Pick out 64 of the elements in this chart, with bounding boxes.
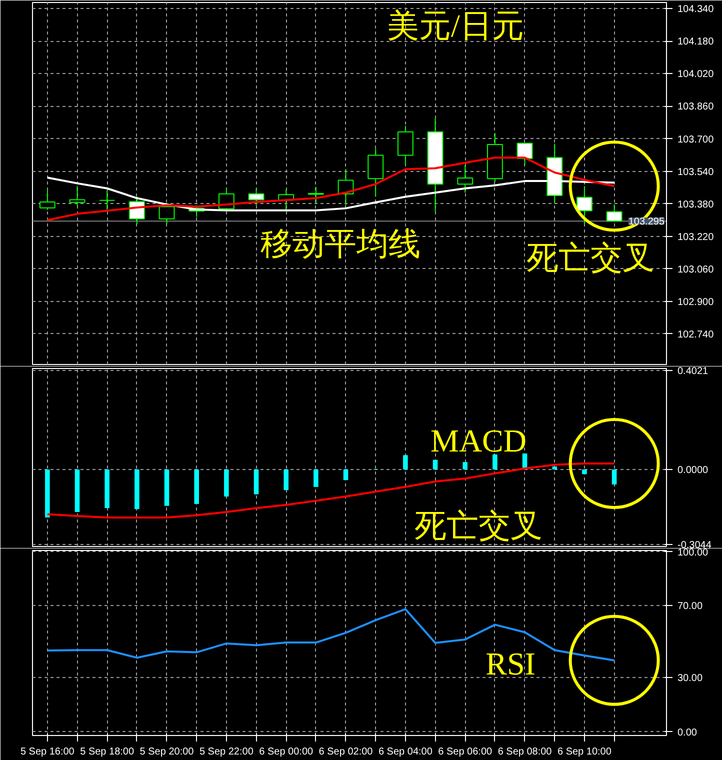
candlestick bbox=[158, 202, 175, 225]
y-tick-label: 104.180 bbox=[678, 36, 714, 48]
ref-line-label: 103.295 bbox=[628, 216, 665, 228]
candlestick bbox=[606, 204, 622, 222]
x-tick-label: 6 Sep 10:00 bbox=[557, 746, 612, 758]
bar bbox=[552, 466, 558, 470]
y-tick-label: 103.220 bbox=[678, 232, 714, 243]
x-tick-label: 5 Sep 18:00 bbox=[80, 746, 134, 758]
candlestick bbox=[39, 190, 56, 210]
y-tick-label: 70.00 bbox=[678, 601, 703, 612]
bar bbox=[45, 469, 50, 518]
candlestick bbox=[69, 186, 86, 206]
chart-title: 美元/日元 bbox=[387, 8, 524, 44]
candlestick bbox=[457, 164, 474, 194]
bar bbox=[314, 469, 318, 487]
bar bbox=[254, 469, 259, 494]
annotation: 死亡交叉 bbox=[526, 240, 654, 276]
candlestick bbox=[576, 186, 592, 225]
bar bbox=[492, 454, 498, 470]
bar bbox=[164, 469, 170, 506]
x-tick-label: 6 Sep 04:00 bbox=[378, 746, 433, 758]
bar bbox=[432, 460, 438, 470]
y-tick-label: 103.700 bbox=[678, 134, 714, 146]
y-tick-label: 103.860 bbox=[678, 102, 714, 113]
candlestick bbox=[397, 125, 414, 166]
x-tick-label: 5 Sep 22:00 bbox=[199, 746, 254, 758]
y-tick-label: 104.340 bbox=[678, 4, 714, 16]
annotation: RSI bbox=[486, 646, 536, 682]
bar bbox=[104, 469, 110, 508]
y-tick-label: 103.380 bbox=[678, 199, 714, 210]
y-tick-label: 102.740 bbox=[678, 329, 714, 340]
x-tick-label: 6 Sep 08:00 bbox=[498, 746, 552, 758]
y-tick-label: 0.00 bbox=[678, 727, 698, 738]
y-tick-label: 30.00 bbox=[678, 673, 703, 684]
bar bbox=[284, 469, 288, 490]
y-tick-label: 104.020 bbox=[678, 69, 714, 80]
annotation: 移动平均线 bbox=[260, 226, 420, 262]
y-tick-label: 0.4021 bbox=[678, 366, 709, 377]
candlestick bbox=[308, 186, 324, 204]
y-tick-label: 100.00 bbox=[678, 548, 709, 558]
candlestick bbox=[248, 188, 264, 206]
x-tick-label: 5 Sep 20:00 bbox=[140, 746, 194, 758]
candlestick bbox=[99, 190, 116, 210]
bar bbox=[343, 469, 348, 480]
annotation: 死亡交叉 bbox=[414, 508, 542, 544]
y-tick-label: 103.540 bbox=[678, 166, 714, 178]
y-tick-label: 103.060 bbox=[678, 264, 714, 276]
bar bbox=[194, 469, 199, 504]
bar bbox=[582, 469, 587, 474]
bar bbox=[462, 462, 468, 470]
x-tick-label: 6 Sep 02:00 bbox=[318, 746, 374, 758]
bar bbox=[612, 469, 617, 484]
y-tick-label: 0.0000 bbox=[678, 464, 709, 476]
bar bbox=[224, 469, 229, 497]
bar bbox=[134, 469, 140, 510]
y-tick-label: 102.900 bbox=[678, 296, 714, 308]
candlestick bbox=[368, 148, 384, 198]
bar bbox=[74, 469, 80, 512]
x-tick-label: 6 Sep 06:00 bbox=[438, 746, 493, 758]
candlestick bbox=[516, 142, 533, 166]
annotation: MACD bbox=[430, 422, 527, 458]
x-tick-label: 6 Sep 00:00 bbox=[259, 746, 314, 758]
x-tick-label: 5 Sep 16:00 bbox=[20, 746, 75, 758]
bar bbox=[403, 455, 408, 470]
